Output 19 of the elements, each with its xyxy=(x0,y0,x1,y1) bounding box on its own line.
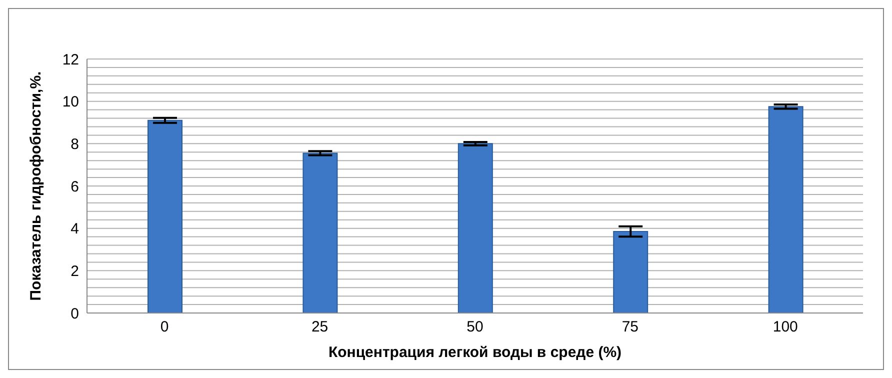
bar xyxy=(148,120,182,313)
y-tick-label: 0 xyxy=(70,305,79,322)
y-tick-label: 4 xyxy=(70,220,79,238)
bar xyxy=(458,143,493,313)
bar xyxy=(613,231,648,313)
y-tick-label: 12 xyxy=(62,51,79,68)
y-axis-title: Показатель гидрофобности,%. xyxy=(27,71,44,301)
bar xyxy=(302,152,338,313)
y-tick-label: 2 xyxy=(70,262,79,280)
x-tick-label: 25 xyxy=(311,318,328,336)
x-tick-label: 100 xyxy=(772,318,798,336)
x-tick-label: 50 xyxy=(466,318,484,336)
x-axis-title: Концентрация легкой воды в среде (%) xyxy=(328,344,622,361)
x-tick-label: 0 xyxy=(160,318,169,336)
bar xyxy=(768,106,804,313)
y-tick-label: 6 xyxy=(70,178,79,196)
y-tick-label: 10 xyxy=(62,94,79,111)
x-tick-label: 75 xyxy=(622,318,639,336)
y-tick-label: 8 xyxy=(70,136,79,153)
